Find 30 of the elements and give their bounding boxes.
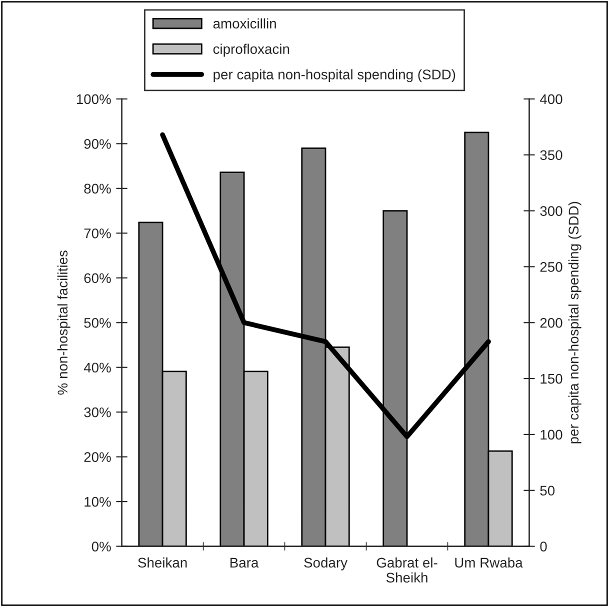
y-tick-label: 100% xyxy=(76,94,111,104)
x-tick-label: Sodary xyxy=(304,557,348,570)
x-tick-label: Bara xyxy=(230,558,259,568)
legend-label: per capita non-hospital spending (SDD) xyxy=(214,69,456,82)
y2-tick-label: 400 xyxy=(540,94,562,104)
legend-label: amoxicillin xyxy=(213,18,276,29)
x-tick-label: Um Rwaba xyxy=(455,557,523,568)
y-tick-label: 30% xyxy=(84,407,111,418)
y-tick-label: 50% xyxy=(84,318,111,328)
y2-axis-title: per capita non-hospital spending (SDD) xyxy=(568,202,582,444)
y-tick-label: 40% xyxy=(84,362,111,373)
y-tick-label: 80% xyxy=(84,184,111,194)
y-tick-label: 10% xyxy=(84,496,111,507)
y-tick-label: 70% xyxy=(84,228,111,238)
y2-tick-label: 50 xyxy=(540,486,555,496)
y-tick-label: 60% xyxy=(84,273,111,284)
y2-tick-label: 0 xyxy=(540,542,547,552)
legend-label: ciprofloxacin xyxy=(213,44,290,57)
y2-tick-label: 100 xyxy=(540,430,562,440)
y2-tick-label: 150 xyxy=(540,374,562,384)
y-tick-label: 20% xyxy=(84,452,111,462)
y-axis-title: % non-hospital facilities xyxy=(57,250,70,395)
x-tick-label: Gabrat el- Sheikh xyxy=(376,557,438,583)
y-tick-label: 90% xyxy=(84,139,111,149)
y2-tick-label: 300 xyxy=(540,206,562,216)
y2-tick-label: 250 xyxy=(540,262,562,272)
y-tick-label: 0% xyxy=(92,542,111,552)
y2-tick-label: 200 xyxy=(540,318,562,328)
x-tick-label: Sheikan xyxy=(138,557,187,568)
y2-tick-label: 350 xyxy=(540,150,562,160)
